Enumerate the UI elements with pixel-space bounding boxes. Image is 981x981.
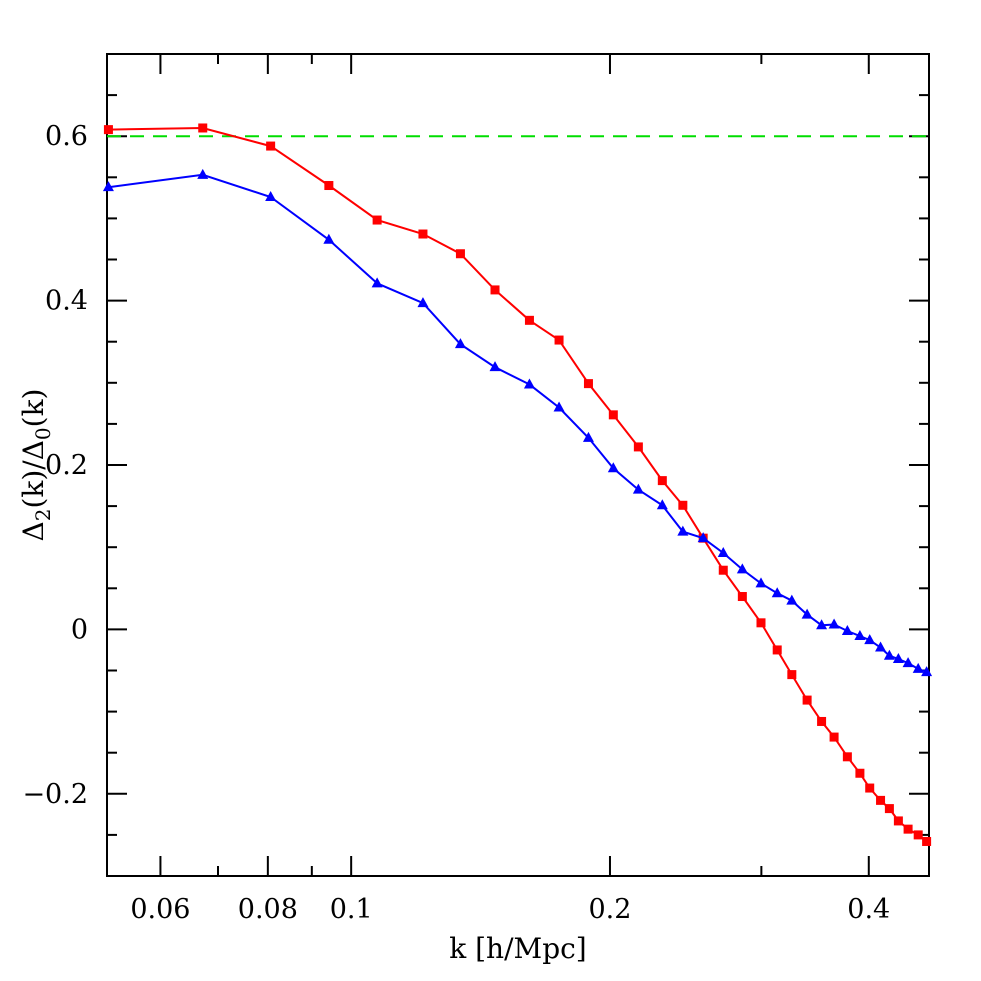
axis-ticks: [107, 54, 929, 876]
data-point-square: [884, 804, 894, 814]
data-point-square: [855, 768, 865, 778]
data-point-triangle: [883, 649, 895, 660]
data-point-triangle: [717, 546, 729, 557]
data-point-square: [554, 335, 564, 345]
data-point-triangle: [102, 181, 114, 192]
x-tick-label: 0.08: [238, 894, 298, 925]
data-point-square: [718, 565, 728, 575]
data-point-square: [633, 442, 643, 452]
data-point-triangle: [553, 401, 565, 412]
data-point-triangle: [771, 587, 783, 598]
data-point-square: [372, 215, 382, 225]
data-point-square: [865, 783, 875, 793]
data-point-triangle: [902, 657, 914, 668]
data-point-triangle: [632, 483, 644, 494]
data-point-triangle: [697, 532, 709, 543]
data-point-square: [817, 716, 827, 726]
data-point-triangle: [489, 361, 501, 372]
y-tick-label: 0.4: [45, 286, 88, 317]
data-point-triangle: [736, 563, 748, 574]
data-point-square: [583, 379, 593, 389]
data-point-square: [198, 123, 208, 133]
series-2: [102, 168, 933, 677]
data-point-triangle: [864, 634, 876, 645]
data-point-triangle: [786, 594, 798, 605]
data-point-square: [802, 695, 812, 705]
data-point-square: [893, 816, 903, 826]
data-point-triangle: [523, 378, 535, 389]
data-point-square: [787, 670, 797, 680]
x-tick-label: 0.06: [130, 894, 190, 925]
data-point-square: [842, 752, 852, 762]
data-point-triangle: [816, 619, 828, 630]
data-point-triangle: [656, 499, 668, 510]
series-line: [108, 126, 928, 843]
series-group: [102, 123, 933, 846]
data-point-triangle: [607, 462, 619, 473]
y-tick-label: 0.2: [45, 450, 88, 481]
data-point-triangle: [921, 666, 933, 677]
data-point-triangle: [582, 431, 594, 442]
data-point-square: [266, 141, 276, 151]
data-point-square: [737, 592, 747, 602]
x-tick-label: 0.2: [588, 894, 631, 925]
data-point-square: [829, 732, 839, 742]
y-tick-label: 0.6: [45, 121, 88, 152]
data-point-triangle: [875, 641, 887, 652]
data-point-triangle: [454, 338, 466, 349]
x-tick-label: 0.4: [847, 894, 890, 925]
data-point-square: [524, 315, 534, 325]
data-point-square: [903, 824, 913, 834]
data-point-square: [657, 476, 667, 486]
tick-labels: 0.06 0.08 0.1 0.2 0.4 −0.2 0 0.2 0.4 0.6: [22, 121, 890, 925]
data-point-triangle: [197, 168, 209, 179]
data-point-square: [756, 618, 766, 628]
data-point-triangle: [755, 577, 767, 588]
data-point-square: [418, 229, 428, 239]
data-point-triangle: [912, 662, 924, 673]
data-point-triangle: [892, 652, 904, 663]
data-point-square: [324, 181, 334, 191]
data-point-square: [103, 125, 113, 135]
data-point-triangle: [801, 608, 813, 619]
data-point-triangle: [854, 629, 866, 640]
data-point-triangle: [371, 277, 383, 288]
data-point-triangle: [417, 297, 429, 308]
data-point-triangle: [677, 525, 689, 536]
y-tick-label: −0.2: [22, 779, 88, 810]
data-point-square: [455, 249, 465, 259]
x-tick-label: 0.1: [330, 894, 373, 925]
data-point-square: [678, 500, 688, 510]
data-point-triangle: [323, 233, 335, 244]
series-line: [108, 173, 927, 674]
data-point-square: [922, 836, 932, 846]
data-point-triangle: [828, 618, 840, 629]
data-point-square: [608, 410, 618, 420]
plot-frame: [106, 53, 930, 877]
x-axis-label: k [h/Mpc]: [449, 932, 586, 965]
y-tick-label: 0: [71, 614, 88, 645]
data-point-triangle: [265, 191, 277, 202]
data-point-square: [772, 645, 782, 655]
data-point-square: [913, 830, 923, 840]
data-point-triangle: [841, 625, 853, 636]
y-axis-label: Δ2(k)/Δ0(k): [17, 388, 55, 541]
series-1: [103, 123, 932, 846]
data-point-square: [876, 795, 886, 805]
data-point-square: [490, 285, 500, 295]
